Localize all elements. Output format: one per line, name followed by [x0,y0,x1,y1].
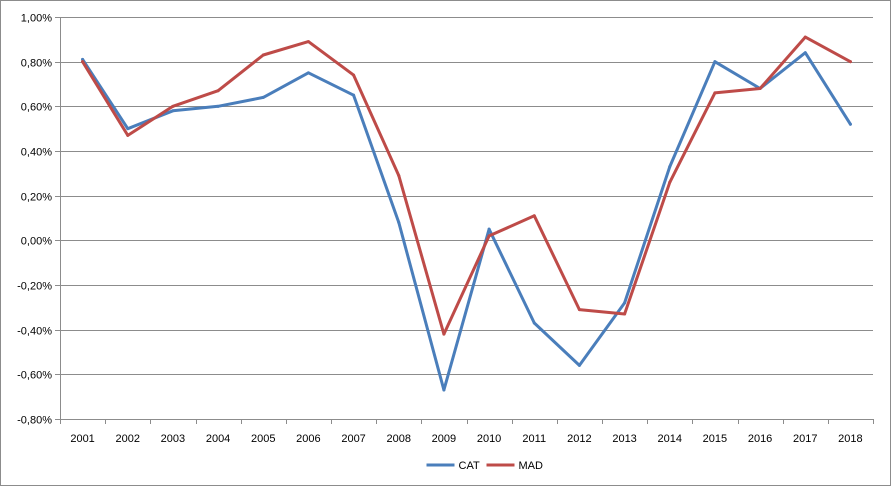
y-tick-label: 1,00% [21,13,52,25]
data-point-cat [442,388,446,392]
data-point-mad [577,308,581,312]
data-point-mad [216,89,220,93]
x-tick-label: 2015 [703,433,727,445]
data-point-cat [713,60,717,64]
data-point-mad [848,60,852,64]
data-point-mad [803,35,807,39]
data-point-mad [442,332,446,336]
data-point-cat [261,95,265,99]
y-tick-label: 0,20% [21,192,52,204]
y-tick-label: -0,60% [17,370,52,382]
data-point-cat [81,57,85,61]
x-tick-label: 2012 [567,433,591,445]
legend-label: CAT [459,460,480,472]
x-tick-label: 2010 [477,433,501,445]
legend: CAT MAD [426,460,544,472]
legend-label: MAD [519,460,544,472]
data-point-mad [81,60,85,64]
y-tick-label: 0,00% [21,236,52,248]
x-tick-label: 2004 [206,433,230,445]
gridlines [60,17,873,420]
y-tick-label: 0,60% [21,102,52,114]
x-tick-label: 2013 [612,433,636,445]
y-tick-label: 0,80% [21,58,52,70]
legend-item-mad: MAD [486,460,544,472]
data-point-cat [577,363,581,367]
y-tick-label: -0,40% [17,326,52,338]
x-tick-label: 2001 [70,433,94,445]
data-point-cat [803,51,807,55]
series-lines [81,35,852,392]
data-point-mad [758,86,762,90]
data-point-cat [216,104,220,108]
series-line-mad [81,35,852,336]
data-point-cat [397,220,401,224]
y-tick-label: 0,40% [21,147,52,159]
x-tick-label: 2011 [522,433,546,445]
data-point-mad [487,234,491,238]
data-point-cat [352,93,356,97]
x-tick-label: 2005 [251,433,275,445]
data-point-cat [171,109,175,113]
data-point-cat [623,301,627,305]
data-point-mad [532,214,536,218]
data-point-mad [397,174,401,178]
x-tick-label: 2003 [161,433,185,445]
x-tick-label: 2018 [838,433,862,445]
data-point-mad [261,53,265,57]
data-point-mad [623,312,627,316]
data-point-cat [532,321,536,325]
data-point-mad [171,104,175,108]
x-tick-label: 2016 [748,433,772,445]
data-point-cat [668,165,672,169]
x-tick-label: 2017 [793,433,817,445]
y-tick-label: -0,80% [17,415,52,427]
x-tick-label: 2014 [658,433,682,445]
data-point-mad [713,91,717,95]
data-point-mad [126,133,130,137]
data-point-mad [352,73,356,77]
x-tick-label: 2007 [341,433,365,445]
data-point-mad [668,180,672,184]
data-point-mad [306,40,310,44]
series-line-cat [81,51,852,392]
x-axis: 2001 2002 2003 2004 2005 2006 2007 2008 2009 2010… [60,419,874,445]
x-tick-label: 2008 [387,433,411,445]
legend-item-cat: CAT [426,460,480,472]
x-tick-label: 2006 [296,433,320,445]
x-tick-label: 2002 [116,433,140,445]
data-point-cat [126,127,130,131]
y-tick-label: -0,20% [17,281,52,293]
data-point-cat [848,122,852,126]
y-axis: 1,00% 0,80% 0,60% 0,40% 0,20% 0,00% -0,20% -0,4… [17,13,61,427]
x-tick-label: 2009 [432,433,456,445]
data-point-cat [306,71,310,75]
data-point-cat [487,227,491,231]
